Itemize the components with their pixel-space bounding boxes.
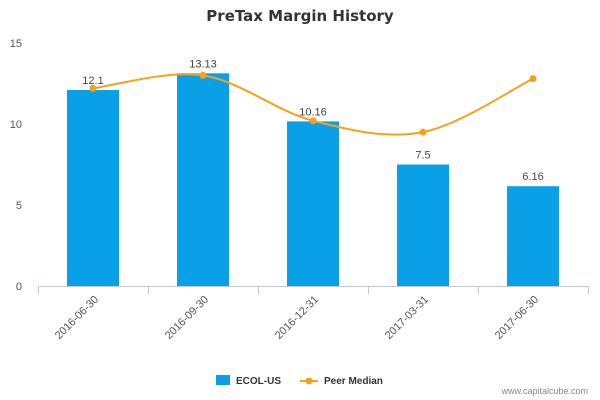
y-tick-label: 15 bbox=[10, 38, 22, 50]
credit-text: www.capitalcube.com bbox=[500, 386, 588, 396]
bars-layer bbox=[67, 73, 559, 287]
x-tick-label: 2017-03-31 bbox=[383, 294, 431, 342]
legend-swatch-peer-dot bbox=[305, 377, 313, 385]
peer-median-layer bbox=[89, 71, 537, 136]
chart-title: PreTax Margin History bbox=[206, 7, 394, 25]
peer-median-point-2017-03-31 bbox=[419, 128, 427, 136]
bar-value-label: 6.16 bbox=[522, 171, 543, 183]
peer-median-point-2016-09-30 bbox=[199, 71, 207, 79]
legend-label-peer: Peer Median bbox=[324, 376, 383, 387]
x-tick-label: 2016-12-31 bbox=[273, 294, 321, 342]
legend: ECOL-US Peer Median bbox=[216, 375, 383, 387]
bar-ecol-2016-09-30 bbox=[177, 73, 229, 286]
bar-ecol-2017-03-31 bbox=[397, 164, 449, 286]
x-tick-label: 2016-09-30 bbox=[163, 294, 211, 342]
peer-median-point-2016-12-31 bbox=[309, 117, 317, 125]
peer-median-point-2016-06-30 bbox=[89, 84, 97, 92]
bar-value-label: 12.1 bbox=[82, 75, 103, 87]
y-tick-label: 5 bbox=[16, 200, 22, 212]
bar-ecol-2016-06-30 bbox=[67, 89, 119, 286]
bar-value-label: 13.13 bbox=[189, 58, 217, 70]
bar-ecol-2017-06-30 bbox=[507, 186, 559, 286]
bar-ecol-2016-12-31 bbox=[287, 121, 339, 287]
bar-value-label: 10.16 bbox=[299, 106, 327, 118]
x-tick-label: 2016-06-30 bbox=[53, 294, 101, 342]
bar-value-label: 7.5 bbox=[415, 150, 430, 162]
y-tick-label: 0 bbox=[16, 281, 22, 293]
bar-labels-layer: 12.1 13.13 10.16 7.5 6.16 bbox=[82, 58, 543, 183]
peer-median-point-2017-06-30 bbox=[529, 75, 537, 83]
x-tick-label: 2017-06-30 bbox=[493, 294, 541, 342]
legend-swatch-ecol bbox=[216, 375, 230, 385]
legend-label-ecol: ECOL-US bbox=[236, 376, 281, 387]
y-tick-label: 10 bbox=[10, 119, 22, 131]
